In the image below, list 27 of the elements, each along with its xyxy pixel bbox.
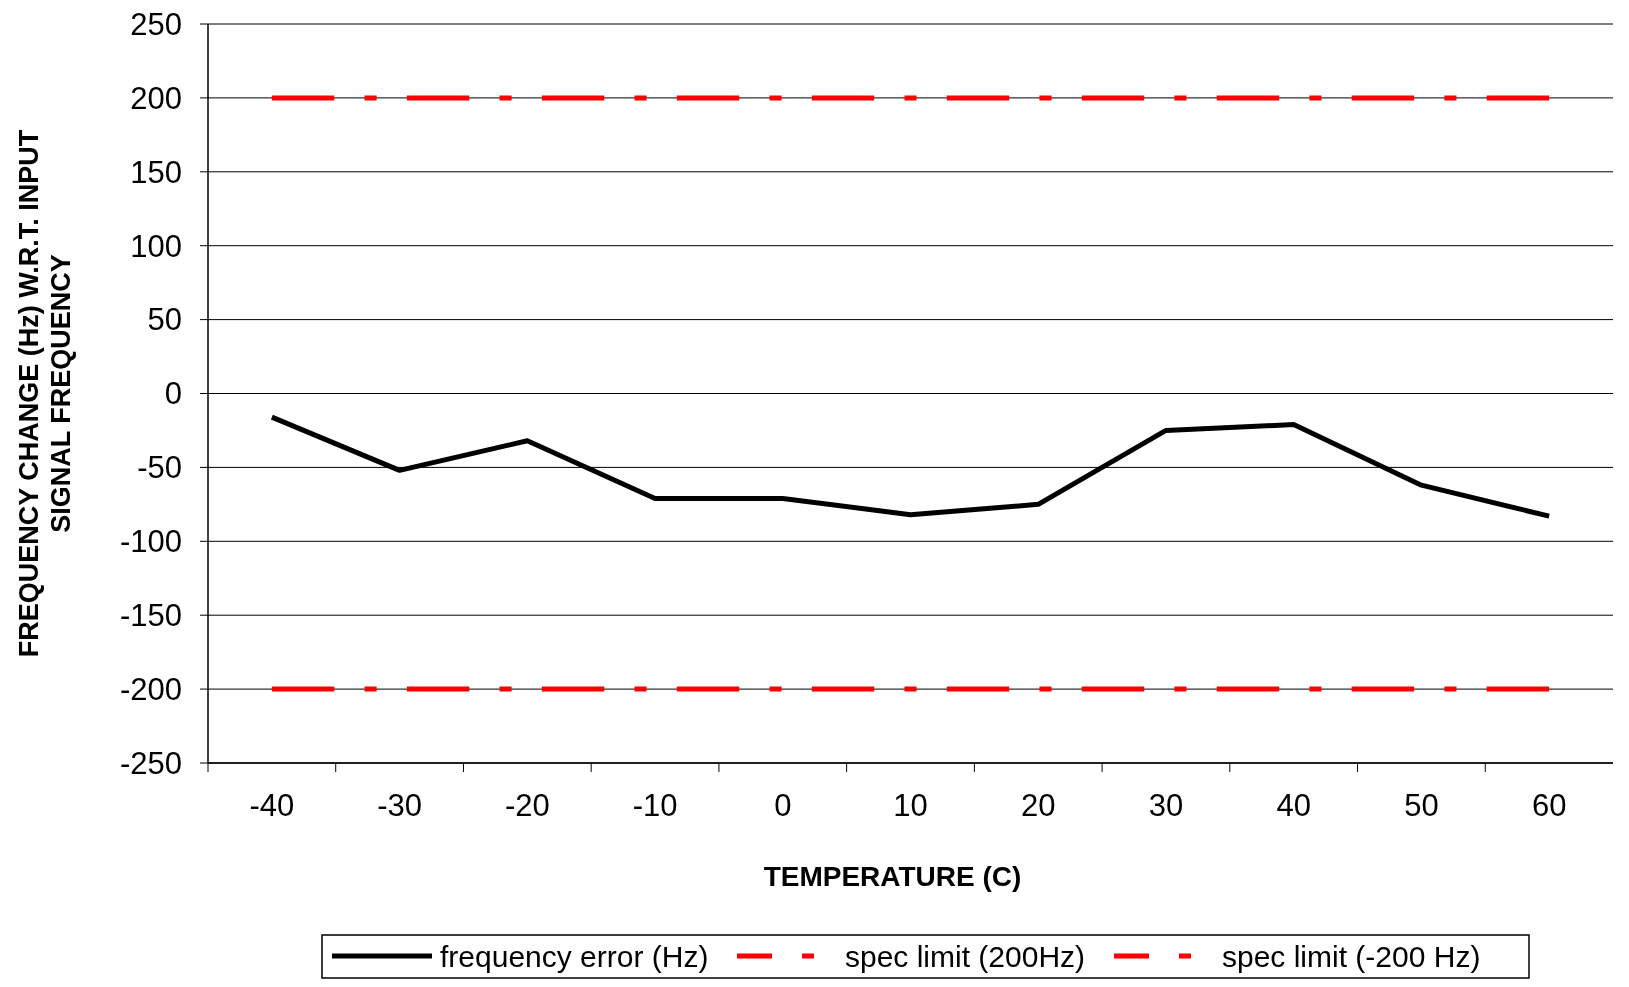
x-tick-label: 60: [1531, 788, 1567, 823]
y-tick-label: -100: [119, 524, 182, 560]
y-tick-label: 50: [147, 302, 182, 338]
y-axis-title: FREQUENCY CHANGE (Hz) W.R.T. INPUT SIGNAL FREQUENCY: [14, 129, 76, 658]
x-tick-label: -20: [504, 788, 550, 823]
legend-label: spec limit (-200 Hz): [1222, 939, 1481, 973]
legend-label: frequency error (Hz): [440, 939, 709, 973]
y-tick-label: 200: [130, 80, 182, 116]
y-tick-label: -50: [137, 450, 182, 486]
y-tick-label: 250: [130, 6, 182, 42]
x-tick-label: 10: [893, 788, 928, 823]
x-tick-label: 40: [1276, 788, 1311, 823]
x-tick-label: 20: [1020, 788, 1056, 823]
x-tick-label: -10: [632, 788, 678, 823]
x-tick-label: -30: [377, 788, 422, 823]
x-tick-label: -40: [249, 788, 295, 823]
y-tick-label: 150: [130, 154, 182, 190]
x-tick-label: 30: [1148, 788, 1184, 823]
y-tick-label: -200: [119, 671, 182, 707]
x-axis-title: TEMPERATURE (C): [763, 861, 1022, 892]
y-tick-label: -250: [119, 745, 182, 781]
y-tick-label: -150: [119, 598, 182, 634]
x-tick-label: 50: [1404, 788, 1439, 823]
y-tick-label: 100: [130, 228, 182, 264]
y-tick-label: 0: [164, 376, 182, 412]
legend-label: spec limit (200Hz): [845, 939, 1086, 973]
x-tick-label: 0: [774, 788, 792, 823]
